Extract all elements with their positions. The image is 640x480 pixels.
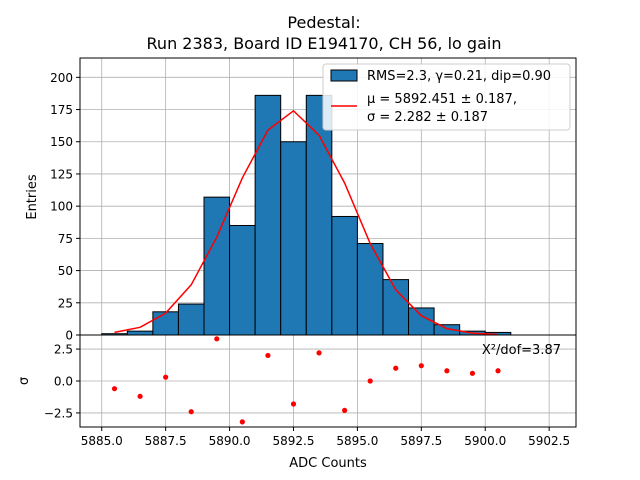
residual-point xyxy=(367,378,373,384)
top-y-axis-label: Entries xyxy=(25,174,40,220)
top-y-ticks: 0 25 50 75 100 125 150 175 200 xyxy=(50,71,80,343)
x-tick-label: 5895.0 xyxy=(336,434,378,448)
histogram-bar xyxy=(382,279,410,336)
residual-points xyxy=(111,336,501,425)
chart-subtitle: Run 2383, Board ID E194170, CH 56, lo ga… xyxy=(147,34,502,53)
residual-point xyxy=(316,350,322,356)
histogram-bar xyxy=(305,94,333,336)
fit-curve xyxy=(114,109,499,336)
residual-point xyxy=(393,365,399,371)
residual-point xyxy=(111,386,118,392)
x-tick-label: 5902.5 xyxy=(528,434,570,448)
residual-point xyxy=(137,393,143,399)
residual-point xyxy=(495,368,501,374)
residual-point xyxy=(265,352,271,359)
legend-fit-label-sigma: σ = 2.282 ± 0.187 xyxy=(367,110,488,125)
top-y-tick-label: 175 xyxy=(50,103,73,117)
x-tick-label: 5892.5 xyxy=(272,434,314,448)
histogram-bar xyxy=(280,141,307,336)
x-ticks: 5885.0 5887.5 5890.0 5892.5 5895.0 5897.5 5900… xyxy=(81,427,570,448)
top-y-tick-label: 75 xyxy=(58,232,73,246)
legend-histogram-label: RMS=2.3, γ=0.21, dip=0.90 xyxy=(367,69,551,84)
residual-point xyxy=(188,409,194,415)
bottom-y-tick-label: 0.0 xyxy=(54,375,73,389)
bottom-y-ticks: 2.5 0.0 −2.5 xyxy=(44,343,80,420)
x-tick-label: 5887.5 xyxy=(145,434,187,448)
chi2-annotation: X²/dof=3.87 xyxy=(482,343,561,358)
residual-point xyxy=(214,336,220,342)
bottom-grid xyxy=(80,335,576,427)
residual-point xyxy=(444,368,450,374)
bottom-y-tick-label: −2.5 xyxy=(44,406,73,420)
histogram-bar xyxy=(331,215,358,336)
histogram-bars xyxy=(101,94,512,336)
histogram-bar xyxy=(356,243,384,336)
top-y-tick-label: 200 xyxy=(50,71,73,85)
top-y-tick-label: 125 xyxy=(50,167,73,181)
legend: RMS=2.3, γ=0.21, dip=0.90 μ = 5892.451 ±… xyxy=(322,63,571,131)
bottom-y-tick-label: 2.5 xyxy=(54,343,73,357)
legend-frame xyxy=(322,63,571,131)
x-tick-label: 5897.5 xyxy=(400,434,442,448)
histogram-bar xyxy=(408,307,435,336)
residual-point xyxy=(290,401,297,407)
top-y-tick-label: 50 xyxy=(58,264,73,278)
legend-fit-label-mu: μ = 5892.451 ± 0.187, xyxy=(367,92,517,107)
x-tick-label: 5900.0 xyxy=(464,434,506,448)
top-y-tick-label: 0 xyxy=(65,329,73,343)
residual-point xyxy=(469,370,476,376)
histogram-bar xyxy=(152,311,179,336)
legend-histogram-swatch xyxy=(330,69,358,82)
residual-point xyxy=(163,374,169,380)
residual-point xyxy=(342,407,348,413)
histogram-bar xyxy=(126,330,154,336)
histogram-bar xyxy=(254,94,282,336)
x-axis-label: ADC Counts xyxy=(289,456,367,471)
bottom-y-axis-label: σ xyxy=(17,377,32,385)
residual-point xyxy=(239,419,245,425)
histogram-bar xyxy=(229,224,256,336)
x-tick-label: 5885.0 xyxy=(81,434,123,448)
top-y-tick-label: 150 xyxy=(50,135,73,149)
x-tick-label: 5890.0 xyxy=(209,434,251,448)
chart-title: Pedestal: xyxy=(287,13,360,32)
top-y-tick-label: 100 xyxy=(50,200,73,214)
top-y-tick-label: 25 xyxy=(58,296,73,310)
histogram-bar xyxy=(177,303,205,336)
residual-point xyxy=(418,363,424,369)
